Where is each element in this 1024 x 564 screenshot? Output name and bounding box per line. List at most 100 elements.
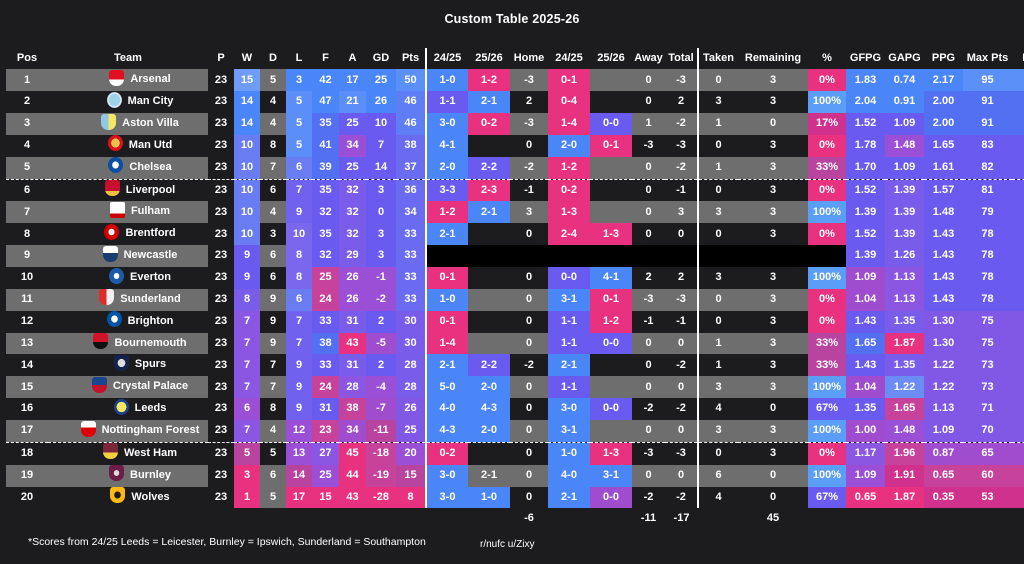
leeds-crest: [113, 398, 129, 415]
cell-home: 0: [510, 310, 548, 333]
cell-a2425: 2-4: [548, 223, 590, 246]
cell-p: 23: [208, 376, 234, 399]
team-cell[interactable]: Bournemouth: [48, 332, 208, 355]
cell-gfpg: 1.65: [846, 332, 885, 355]
team-cell[interactable]: Everton: [48, 267, 208, 289]
cell-maxpts: 65: [963, 441, 1012, 465]
cell-l: 7: [286, 310, 312, 333]
team-cell[interactable]: Sunderland: [48, 288, 208, 311]
cell-a2425: 1-4: [548, 113, 590, 135]
cell-taken: 0: [697, 134, 738, 157]
col-a: A: [339, 48, 366, 70]
cell-d: 9: [260, 332, 286, 355]
page-title: Custom Table 2025-26: [444, 12, 580, 26]
cell-d: 6: [260, 178, 286, 202]
cell-l: 9: [286, 398, 312, 421]
cell-gd: 3: [366, 223, 396, 246]
col-proj: Proj.: [1012, 48, 1024, 70]
cell-w: 10: [234, 178, 260, 202]
table-body: 1 Arsenal 23 15 5 3 42 17 25 50 1-0 1-2 -3 0-1 0 -3 0 3 0%…: [6, 69, 1024, 509]
cell-l: 6: [286, 156, 312, 180]
cell-away: -1: [632, 310, 665, 333]
cell-total: -2: [665, 156, 698, 180]
cell-a: 34: [339, 420, 366, 443]
cell-pts: 20: [396, 441, 426, 465]
team-cell[interactable]: Newcastle: [48, 245, 208, 268]
cell-total: 2: [665, 267, 698, 289]
cell-l: 5: [286, 91, 312, 114]
cell-d: 5: [260, 69, 286, 92]
team-cell[interactable]: Liverpool: [48, 178, 208, 202]
team-cell[interactable]: Chelsea: [48, 156, 208, 180]
team-cell[interactable]: Man Utd: [48, 134, 208, 157]
team-cell[interactable]: Arsenal: [48, 69, 208, 92]
cell-maxpts: 83: [963, 134, 1012, 157]
cell-total: -2: [665, 354, 698, 377]
cell-h2526: 2-0: [468, 376, 510, 399]
cell-pts: 30: [396, 332, 426, 355]
team-cell[interactable]: Leeds: [48, 398, 208, 421]
cell-gfpg: 1.04: [846, 288, 885, 311]
cell-away: 0: [632, 332, 665, 355]
cell-a2526: 0-0: [590, 113, 632, 135]
cell-a2425: 3-1: [548, 288, 590, 311]
team-cell[interactable]: West Ham: [48, 441, 208, 465]
cell-ppg: 0.87: [924, 441, 963, 465]
table-row: 18 West Ham 23 5 5 13 27 45 -18 20 0-2 0 1-0 1-3 -3 -3 0…: [6, 441, 1024, 465]
cell-pts: 33: [396, 223, 426, 246]
cell-f: 42: [312, 69, 339, 92]
team-cell[interactable]: Aston Villa: [48, 113, 208, 135]
cell-l: 5: [286, 134, 312, 157]
team-cell[interactable]: Fulham: [48, 201, 208, 224]
cell-a2425: 1-3: [548, 201, 590, 224]
cell-maxpts: 79: [963, 201, 1012, 224]
cell-a2425: 1-1: [548, 310, 590, 333]
team-cell[interactable]: Crystal Palace: [48, 376, 208, 399]
cell-d: 5: [260, 441, 286, 465]
team-name: West Ham: [124, 446, 177, 459]
cell-away: 0: [632, 156, 665, 180]
cell-remaining: 3: [738, 69, 808, 92]
team-cell[interactable]: Wolves: [48, 486, 208, 509]
cell-total: -2: [665, 398, 698, 421]
cell-h2425: [425, 245, 468, 268]
cell-away: 1: [632, 113, 665, 135]
col-ppg: PPG: [924, 48, 963, 70]
cell-pts: 33: [396, 288, 426, 311]
cell-pct: 67%: [808, 486, 846, 509]
cell-taken: 3: [697, 376, 738, 399]
cell-h2425: 2-1: [425, 354, 468, 377]
team-cell[interactable]: Man City: [48, 91, 208, 114]
row-position: 4: [6, 134, 48, 157]
cell-pts: 34: [396, 201, 426, 224]
fulham-crest: [109, 202, 125, 219]
team-name: Liverpool: [125, 183, 176, 196]
cell-h2526: [468, 288, 510, 311]
cell-h2526: [468, 310, 510, 333]
cell-gd: 2: [366, 354, 396, 377]
cell-home: 3: [510, 201, 548, 224]
cell-f: 27: [312, 441, 339, 465]
cell-pct: 17%: [808, 113, 846, 135]
col-remaining: Remaining: [738, 48, 808, 70]
cell-remaining: 3: [738, 91, 808, 114]
cell-d: 9: [260, 288, 286, 311]
cell-home: -3: [510, 69, 548, 92]
col-p: P: [208, 48, 234, 70]
cell-f: 32: [312, 245, 339, 268]
team-cell[interactable]: Spurs: [48, 354, 208, 377]
team-cell[interactable]: Brentford: [48, 223, 208, 246]
cell-proj: 50: [1012, 310, 1024, 333]
cell-d: 9: [260, 310, 286, 333]
cell-proj: 43: [1012, 398, 1024, 421]
cell-a: 43: [339, 332, 366, 355]
cell-f: 23: [312, 420, 339, 443]
cell-away: -3: [632, 288, 665, 311]
team-cell[interactable]: Brighton: [48, 310, 208, 333]
cell-total: 3: [665, 201, 698, 224]
team-cell[interactable]: Burnley: [48, 464, 208, 487]
cell-away: 0: [632, 91, 665, 114]
team-cell[interactable]: Nottingham Forest: [48, 420, 208, 443]
cell-gd: 25: [366, 69, 396, 92]
cell-maxpts: 81: [963, 178, 1012, 202]
